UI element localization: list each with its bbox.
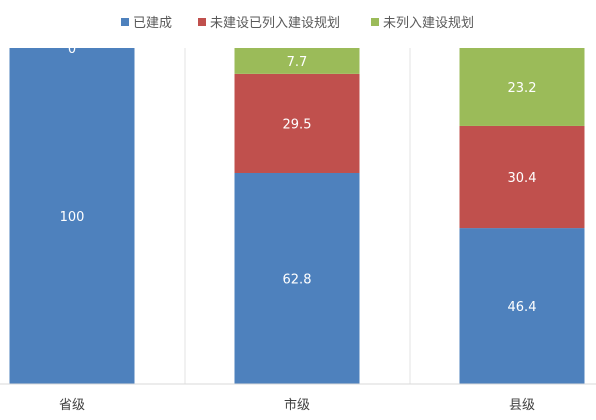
bar-1-2 [234, 48, 360, 74]
bar-1-0 [234, 172, 360, 384]
category-separators [184, 48, 411, 384]
legend: 已建成 未建设已列入建设规划 未列入建设规划 [121, 16, 474, 31]
legend-label-0: 已建成 [133, 16, 172, 31]
data-label-2-0: 46.4 [508, 300, 537, 315]
legend-marker-0 [121, 18, 129, 26]
data-label-1-1: 29.5 [283, 117, 312, 132]
x-tick-label-1: 市级 [284, 397, 310, 413]
legend-label-2: 未列入建设规划 [383, 16, 474, 31]
data-label-2-1: 30.4 [508, 171, 537, 186]
bar-2-2 [459, 48, 585, 126]
bar-1-1 [234, 73, 360, 173]
data-label-1-0: 62.8 [283, 272, 312, 287]
data-label-0-1: 0 [68, 42, 76, 57]
data-label-0-0: 100 [60, 210, 85, 225]
x-tick-label-2: 县级 [509, 398, 535, 413]
legend-marker-2 [371, 18, 379, 26]
bars: 100 0 62.8 29.5 7.7 46.4 30.4 23.2 [9, 42, 585, 384]
data-label-2-2: 23.2 [508, 81, 537, 96]
x-tick-label-0: 省级 [59, 398, 85, 413]
legend-marker-1 [198, 18, 206, 26]
x-axis-labels: 省级 市级 县级 [59, 397, 535, 413]
bar-2-0 [459, 228, 585, 384]
legend-label-1: 未建设已列入建设规划 [210, 16, 340, 31]
bar-0-0 [9, 48, 135, 384]
data-label-1-2: 7.7 [287, 55, 308, 70]
bar-2-1 [459, 125, 585, 229]
